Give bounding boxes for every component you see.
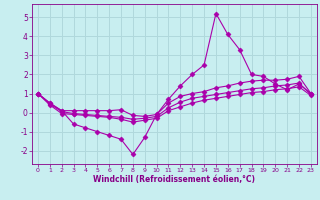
X-axis label: Windchill (Refroidissement éolien,°C): Windchill (Refroidissement éolien,°C) bbox=[93, 175, 255, 184]
